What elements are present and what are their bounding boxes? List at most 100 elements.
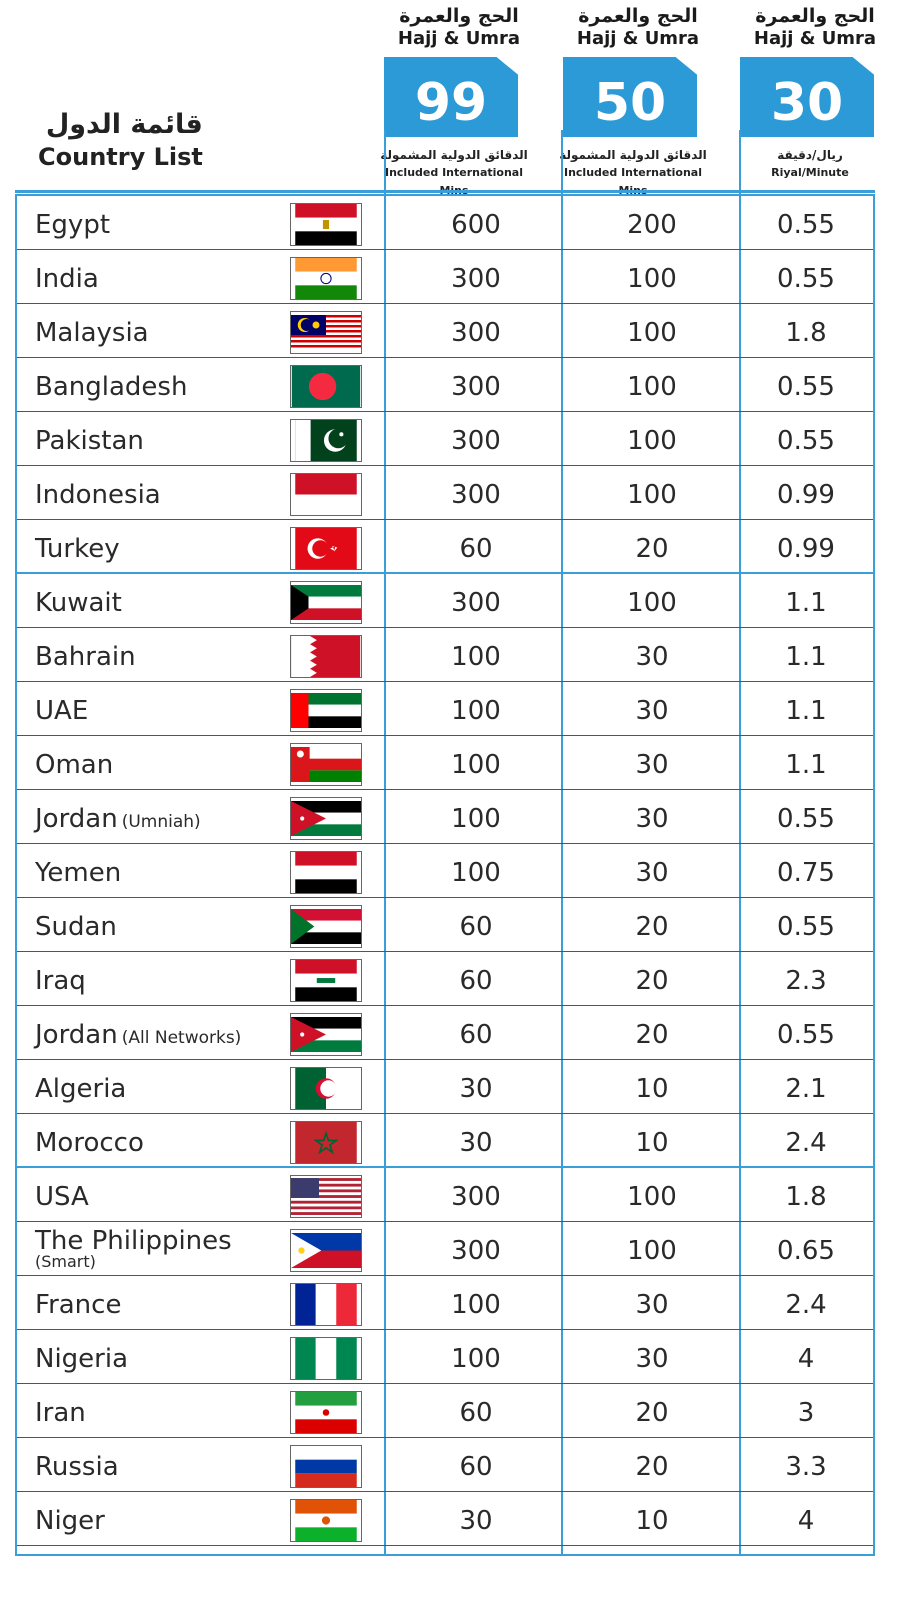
minutes-plan-50: 30	[635, 750, 669, 780]
table-row: Sudan 60 20 0.55	[17, 898, 873, 952]
indonesia-flag	[290, 473, 362, 516]
minutes-plan-99: 300	[451, 1182, 501, 1212]
minutes-plan-99: 100	[451, 642, 501, 672]
minutes-plan-99: 60	[459, 1020, 493, 1050]
country-name: Morocco	[35, 1126, 144, 1160]
minutes-plan-50: 100	[627, 480, 677, 510]
country-name: Jordan (Umniah)	[35, 802, 201, 839]
rate-per-minute: 0.55	[777, 372, 835, 402]
country-name: India	[35, 262, 99, 296]
country-name: Egypt	[35, 208, 110, 242]
country-name-text: Kuwait	[35, 588, 122, 618]
minutes-plan-99: 100	[451, 1290, 501, 1320]
minutes-plan-99: 30	[459, 1074, 493, 1104]
country-list-title: قائمة الدول Country List	[38, 108, 203, 172]
country-name-text: Egypt	[35, 210, 111, 240]
table-row: Egypt 600 200 0.55	[17, 196, 873, 250]
pakistan-flag	[290, 419, 362, 462]
country-name-text: Sudan	[35, 912, 117, 942]
minutes-plan-50: 10	[635, 1506, 669, 1536]
rate-per-minute: 0.55	[777, 804, 835, 834]
country-name: Jordan (All Networks)	[35, 1018, 241, 1055]
table-row: Nigeria 100 30 4	[17, 1330, 873, 1384]
table-row: Niger 30 10 4	[17, 1492, 873, 1546]
rate-per-minute: 3	[797, 1398, 815, 1428]
minutes-plan-99: 30	[459, 1506, 493, 1536]
table-row: Malaysia 300 100 1.8	[17, 304, 873, 358]
table-row: Algeria 30 10 2.1	[17, 1060, 873, 1114]
country-list-title-ar: قائمة الدول	[45, 109, 203, 140]
country-name-text: Oman	[35, 750, 114, 780]
table-row: Iran 60 20 3	[17, 1384, 873, 1438]
rate-per-minute: 1.8	[785, 1182, 827, 1212]
country-name-text: Yemen	[35, 858, 122, 888]
country-name: Turkey	[35, 532, 120, 566]
country-name: Bahrain	[35, 640, 136, 674]
minutes-plan-99: 300	[451, 1236, 501, 1266]
country-name-text: UAE	[35, 696, 89, 726]
rate-per-minute: 1.1	[785, 588, 827, 618]
rate-per-minute: 0.55	[777, 210, 835, 240]
minutes-plan-50: 10	[635, 1128, 669, 1158]
rate-per-minute: 0.55	[777, 912, 835, 942]
minutes-plan-99: 300	[451, 264, 501, 294]
minutes-plan-50: 20	[635, 1398, 669, 1428]
morocco-flag	[290, 1121, 362, 1164]
minutes-plan-50: 30	[635, 804, 669, 834]
country-name-text: Iran	[35, 1398, 86, 1428]
table-row: India 300 100 0.55	[17, 250, 873, 304]
plan-column-50: الحج والعمرة Hajj & Umra 50 الدقائق الدو…	[559, 0, 713, 197]
plan-title-en: Hajj & Umra	[753, 28, 877, 49]
country-name-text: Indonesia	[35, 480, 161, 510]
table-row: Russia 60 20 3.3	[17, 1438, 873, 1492]
plan-title-ar: الحج والعمرة	[399, 5, 519, 27]
jordan-flag	[290, 797, 362, 840]
minutes-plan-50: 100	[627, 318, 677, 348]
table-row: Turkey 60 20 0.99	[17, 520, 873, 574]
country-name: Sudan	[35, 910, 117, 944]
plan-subtitle-en: Riyal/Minute	[771, 166, 849, 179]
rate-per-minute: 1.8	[785, 318, 827, 348]
minutes-plan-99: 300	[451, 318, 501, 348]
country-name: France	[35, 1288, 121, 1322]
minutes-plan-50: 100	[627, 1236, 677, 1266]
rate-per-minute: 2.4	[785, 1128, 827, 1158]
uae-flag	[290, 689, 362, 732]
minutes-plan-99: 600	[451, 210, 501, 240]
rate-per-minute: 0.99	[777, 534, 835, 564]
minutes-plan-99: 300	[451, 480, 501, 510]
minutes-plan-99: 300	[451, 372, 501, 402]
india-flag	[290, 257, 362, 300]
minutes-plan-99: 30	[459, 1128, 493, 1158]
table-row: Jordan (All Networks) 60 20 0.55	[17, 1006, 873, 1060]
country-name: The Philippines (Smart)	[35, 1228, 232, 1270]
plan-price-badge: 30	[740, 57, 874, 137]
country-note: (Smart)	[35, 1252, 96, 1271]
country-name-text: Nigeria	[35, 1344, 129, 1374]
rate-per-minute: 0.65	[777, 1236, 835, 1266]
table-row: UAE 100 30 1.1	[17, 682, 873, 736]
minutes-plan-99: 60	[459, 966, 493, 996]
france-flag	[290, 1283, 362, 1326]
country-name: Nigeria	[35, 1342, 128, 1376]
plan-subtitle-ar: الدقائق الدولية المشمولة	[559, 148, 707, 162]
country-name: Algeria	[35, 1072, 126, 1106]
minutes-plan-50: 30	[635, 1290, 669, 1320]
plan-title-en: Hajj & Umra	[397, 28, 521, 49]
minutes-plan-99: 100	[451, 858, 501, 888]
country-name: Bangladesh	[35, 370, 187, 404]
minutes-plan-50: 20	[635, 1020, 669, 1050]
sudan-flag	[290, 905, 362, 948]
country-name-text: Russia	[35, 1452, 119, 1482]
minutes-plan-50: 100	[627, 1182, 677, 1212]
plan-column-99: الحج والعمرة Hajj & Umra 99 الدقائق الدو…	[380, 0, 534, 197]
algeria-flag	[290, 1067, 362, 1110]
country-name-text: Morocco	[35, 1128, 144, 1158]
minutes-plan-99: 60	[459, 1398, 493, 1428]
country-name-text: Turkey	[35, 534, 120, 564]
country-name-text: Niger	[35, 1506, 105, 1536]
table-row: Iraq 60 20 2.3	[17, 952, 873, 1006]
plan-subtitle-ar: الدقائق الدولية المشمولة	[380, 148, 528, 162]
egypt-flag	[290, 203, 362, 246]
minutes-plan-50: 20	[635, 966, 669, 996]
